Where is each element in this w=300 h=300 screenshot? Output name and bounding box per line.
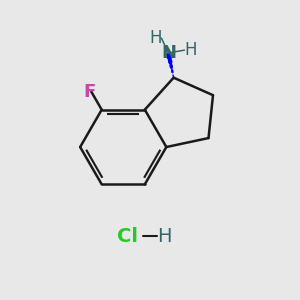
Text: F: F bbox=[84, 83, 96, 101]
Text: H: H bbox=[158, 227, 172, 246]
Text: N: N bbox=[161, 44, 176, 62]
Text: H: H bbox=[150, 28, 162, 46]
Text: Cl: Cl bbox=[117, 227, 138, 246]
Text: H: H bbox=[184, 40, 197, 58]
